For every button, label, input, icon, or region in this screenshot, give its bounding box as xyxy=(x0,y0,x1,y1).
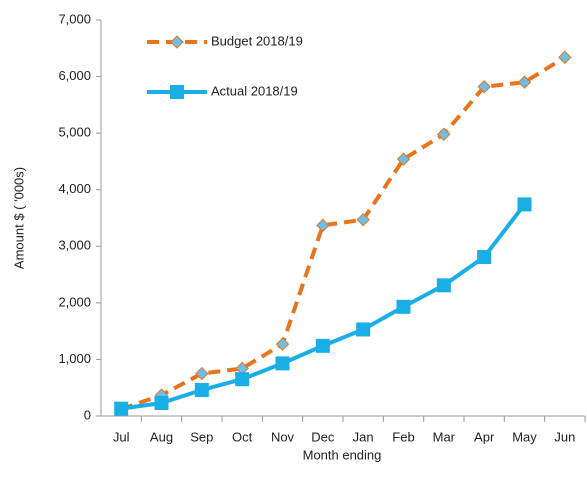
x-tick-label: Jun xyxy=(554,429,575,444)
diamond-marker xyxy=(356,212,370,227)
x-tick-label: Apr xyxy=(474,429,495,444)
x-tick-label: Nov xyxy=(271,429,295,444)
square-marker xyxy=(477,250,492,265)
x-tick-label: Jan xyxy=(353,429,374,444)
diamond-marker xyxy=(275,337,290,351)
legend-marker xyxy=(170,85,184,99)
diamond-marker xyxy=(477,80,491,94)
y-axis-label: Amount $ ( '000s) xyxy=(11,167,26,269)
square-marker xyxy=(194,382,209,397)
diamond-marker xyxy=(396,152,411,166)
x-tick-label: May xyxy=(512,429,537,444)
square-marker xyxy=(114,401,129,416)
x-tick-label: Mar xyxy=(433,429,456,444)
series-line xyxy=(120,55,566,412)
x-axis-label: Month ending xyxy=(303,447,382,462)
x-tick-label: Oct xyxy=(232,429,253,444)
x-tick-label: Dec xyxy=(311,429,335,444)
legend-label: Actual 2018/19 xyxy=(211,83,298,98)
square-marker xyxy=(517,197,532,212)
square-marker xyxy=(275,356,290,371)
x-tick-label: Feb xyxy=(392,429,414,444)
square-marker xyxy=(356,322,371,337)
y-tick-label: 3,000 xyxy=(58,238,91,253)
y-tick-label: 4,000 xyxy=(58,181,91,196)
square-marker xyxy=(154,395,169,410)
series-line xyxy=(120,203,527,411)
diamond-marker xyxy=(195,366,209,381)
square-marker xyxy=(315,338,330,353)
square-marker xyxy=(235,372,250,387)
x-tick-label: Sep xyxy=(190,429,213,444)
square-marker xyxy=(396,299,411,314)
y-tick-label: 5,000 xyxy=(58,125,91,140)
y-tick-label: 2,000 xyxy=(58,294,91,309)
diamond-marker xyxy=(316,218,330,233)
diamond-marker xyxy=(437,127,451,141)
square-marker xyxy=(436,278,451,293)
diamond-marker xyxy=(517,75,532,89)
x-tick-label: Aug xyxy=(150,429,173,444)
diamond-marker xyxy=(558,50,572,65)
legend-label: Budget 2018/19 xyxy=(211,33,303,48)
y-tick-label: 7,000 xyxy=(58,11,91,26)
x-tick-label: Jul xyxy=(113,429,130,444)
y-tick-label: 0 xyxy=(84,407,91,422)
legend-marker xyxy=(170,35,184,49)
y-tick-label: 1,000 xyxy=(58,351,91,366)
y-tick-label: 6,000 xyxy=(58,68,91,83)
